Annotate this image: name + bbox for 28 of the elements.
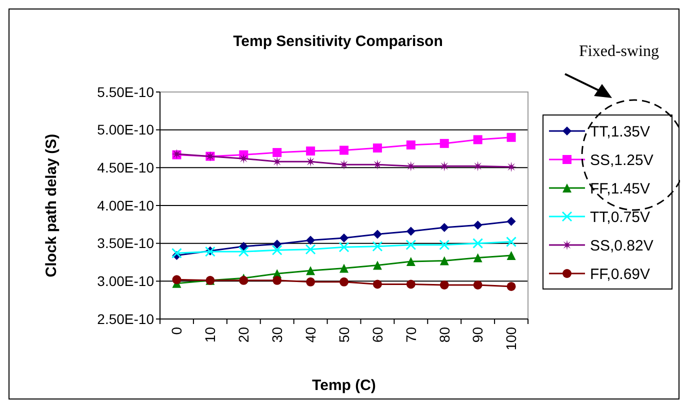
legend-label: TT,1.35V [590, 123, 650, 140]
legend-label: SS,1.25V [590, 152, 654, 169]
y-tick-label: 5.00E-10 [97, 122, 154, 138]
x-tick-label: 20 [236, 326, 252, 343]
x-tick-label: 60 [369, 326, 386, 343]
y-tick-label: 3.50E-10 [97, 235, 154, 252]
legend-label: TT,0.75V [590, 208, 650, 226]
y-axis-title: Clock path delay (S) [43, 134, 60, 278]
legend-label: FF,1.45V [590, 180, 650, 198]
x-tick-label: 80 [436, 326, 452, 343]
legend-label: SS,0.82V [590, 237, 654, 254]
text: Fixed-swing [579, 43, 659, 60]
y-tick-label: 2.50E-10 [97, 310, 154, 327]
x-axis-title: Temp (C) [312, 377, 376, 394]
y-tick-label: 5.50E-10 [97, 84, 154, 100]
legend-label: FF,0.69V [590, 266, 650, 283]
x-tick-label: 70 [402, 326, 419, 343]
x-tick-label: 10 [202, 326, 218, 343]
y-tick-label: 3.00E-10 [97, 273, 154, 290]
x-tick-label: 0 [168, 326, 185, 335]
x-tick-label: 50 [336, 326, 352, 343]
x-tick-label: 40 [302, 326, 318, 343]
y-tick-label: 4.50E-10 [97, 160, 154, 176]
x-tick-label: 100 [503, 326, 520, 350]
x-tick-label: 90 [470, 326, 486, 343]
chart-title: Temp Sensitivity Comparison [233, 33, 443, 50]
y-tick-label: 4.00E-10 [97, 197, 154, 214]
x-tick-label: 30 [268, 326, 285, 343]
